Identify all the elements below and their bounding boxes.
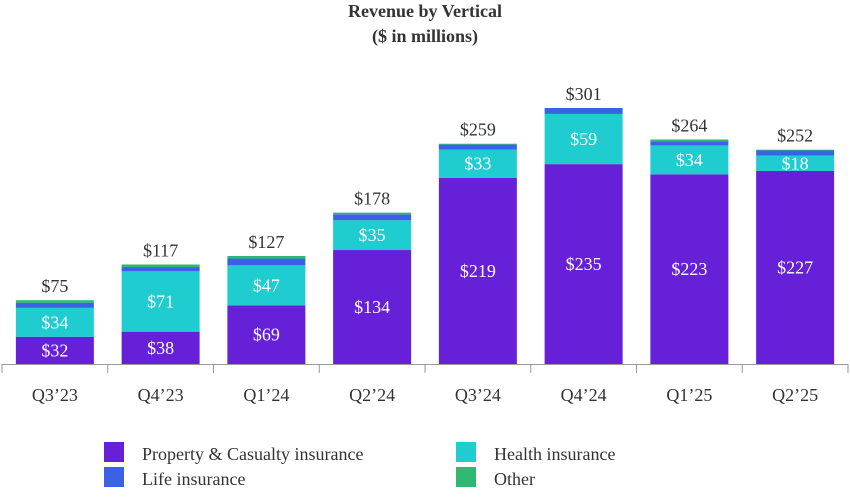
- legend-label-3: Life insurance: [142, 469, 245, 489]
- category-label-7: Q1’25: [666, 385, 712, 405]
- bar-segment-2-1: [15, 307, 94, 337]
- total-label-4: $178: [354, 189, 390, 209]
- segment-label-1-7: $223: [671, 259, 707, 279]
- segment-label-1-3: $69: [253, 325, 280, 345]
- segment-label-2-7: $34: [676, 150, 703, 170]
- bar-segment-2-2: [121, 271, 200, 332]
- total-label-3: $127: [248, 232, 284, 252]
- segment-label-1-8: $227: [777, 257, 813, 277]
- bar-segment-4-1: [15, 300, 94, 303]
- segment-label-1-6: $235: [566, 254, 602, 274]
- bar-segment-3-6: [544, 108, 623, 114]
- legend-swatch-2: [456, 442, 476, 462]
- category-label-5: Q3’24: [455, 385, 501, 405]
- total-label-1: $75: [41, 276, 68, 296]
- segment-label-2-3: $47: [253, 275, 280, 295]
- legend-swatch-3: [104, 467, 124, 487]
- segment-label-2-5: $33: [464, 154, 491, 174]
- bar-segment-4-3: [227, 255, 306, 259]
- bar-segment-1-5: [438, 177, 517, 364]
- bar-segment-3-5: [438, 144, 517, 150]
- segment-label-2-8: $18: [782, 153, 809, 173]
- legend-swatch-1: [104, 442, 124, 462]
- bar-segment-1-4: [333, 250, 412, 364]
- bar-segment-3-7: [650, 141, 729, 146]
- bar-segment-3-2: [121, 267, 200, 272]
- bar-segment-4-2: [121, 264, 200, 268]
- chart-title: Revenue by Vertical: [348, 1, 502, 21]
- segment-label-1-1: $32: [41, 340, 68, 360]
- bar-segment-4-8: [756, 149, 835, 151]
- bar-segment-2-4: [333, 220, 412, 251]
- bar-segment-2-3: [227, 265, 306, 306]
- legend-swatch-4: [456, 467, 476, 487]
- segment-label-1-5: $219: [460, 261, 496, 281]
- labels-group: $32 $34 $75 $38 $71 $117 $69 $47 $127 $134 $35 $178…: [41, 84, 813, 360]
- bar-segment-1-1: [15, 336, 94, 364]
- bar-segment-3-8: [756, 150, 835, 156]
- bar-segment-2-5: [438, 149, 517, 178]
- category-label-2: Q4’23: [138, 385, 184, 405]
- total-label-7: $264: [671, 115, 707, 135]
- segment-label-2-4: $35: [359, 225, 386, 245]
- bar-segment-1-2: [121, 331, 200, 364]
- total-label-2: $117: [143, 240, 178, 260]
- segment-label-2-2: $71: [147, 291, 174, 311]
- legend-label-1: Property & Casualty insurance: [142, 444, 363, 464]
- bar-segment-3-4: [333, 214, 412, 221]
- category-label-4: Q2’24: [349, 385, 395, 405]
- category-label-8: Q2’25: [772, 385, 818, 405]
- bar-segment-2-8: [756, 155, 835, 171]
- bar-segment-1-6: [544, 164, 623, 364]
- category-label-1: Q3’23: [32, 385, 78, 405]
- legend-label-2: Health insurance: [494, 444, 615, 464]
- bar-segment-2-6: [544, 113, 623, 165]
- segment-label-2-6: $59: [570, 129, 597, 149]
- bar-segment-4-4: [333, 212, 412, 215]
- segment-label-1-4: $134: [354, 297, 390, 317]
- segment-label-1-2: $38: [147, 338, 174, 358]
- x-axis: Q3’23 Q4’23 Q1’24 Q2’24 Q3’24 Q4’24 Q1’25 Q2’25: [1, 364, 849, 405]
- total-label-6: $301: [566, 84, 602, 104]
- legend-label-4: Other: [494, 469, 535, 489]
- segment-label-2-1: $34: [41, 312, 68, 332]
- total-label-8: $252: [777, 126, 813, 146]
- bars-group: [15, 108, 835, 364]
- bar-segment-1-3: [227, 305, 306, 364]
- bar-segment-4-7: [650, 139, 729, 142]
- bar-segment-1-8: [756, 170, 835, 364]
- bar-segment-3-1: [15, 302, 94, 308]
- total-label-5: $259: [460, 120, 496, 140]
- chart-subtitle: ($ in millions): [372, 26, 478, 47]
- bar-segment-1-7: [650, 174, 729, 364]
- bar-segment-2-7: [650, 145, 729, 175]
- category-label-3: Q1’24: [243, 385, 289, 405]
- category-label-6: Q4’24: [561, 385, 607, 405]
- bar-segment-3-3: [227, 258, 306, 266]
- legend: Property & Casualty insurance Health insu…: [104, 442, 615, 489]
- bar-segment-4-5: [438, 143, 517, 145]
